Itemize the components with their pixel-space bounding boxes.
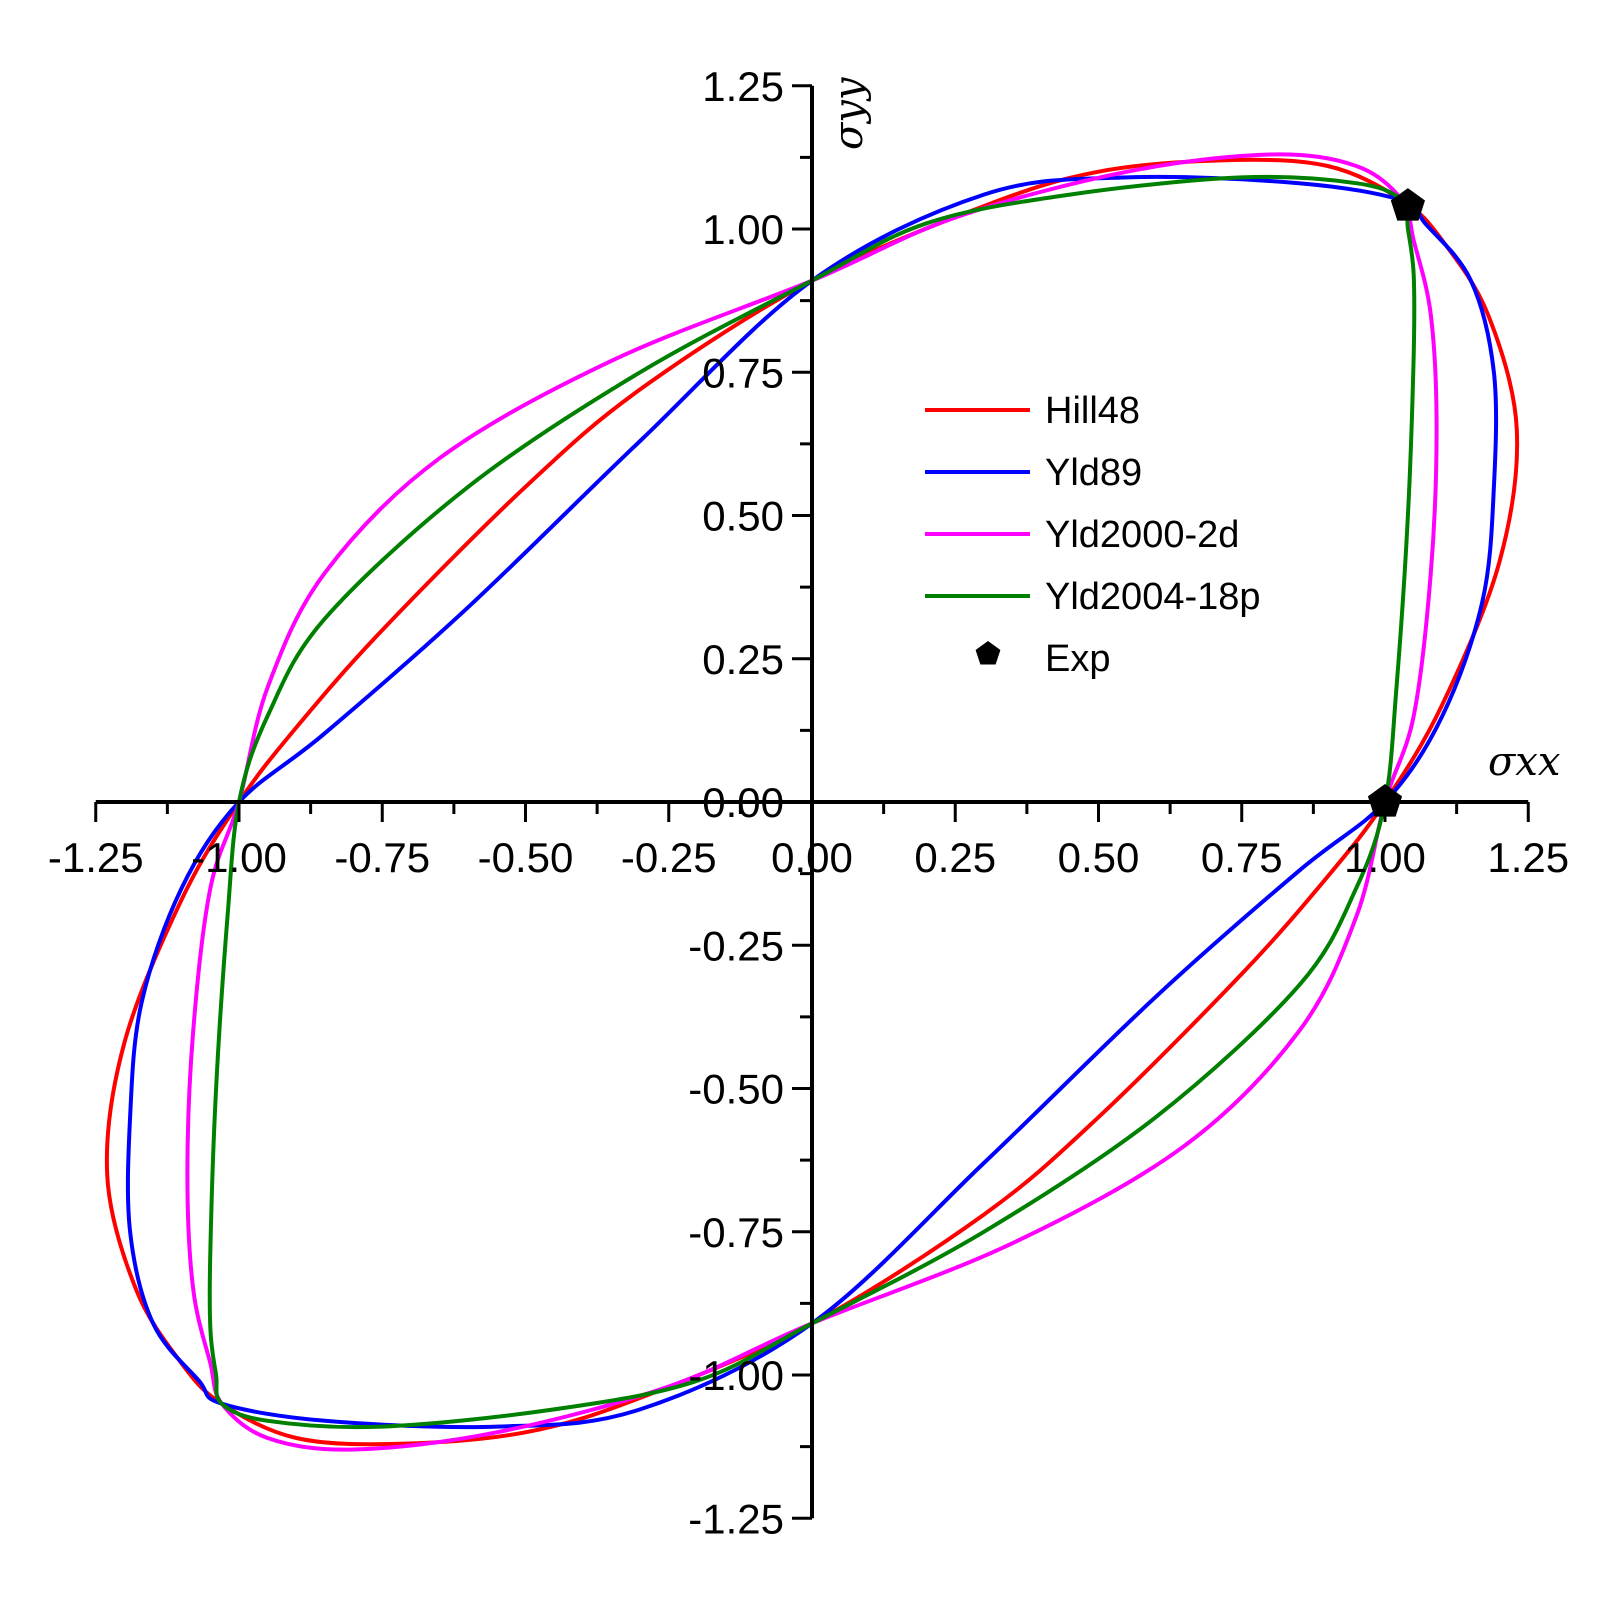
x-tick-label: 0.50 [1058,834,1140,881]
legend: Hill48 Yld89 Yld2000-2d Yld2004-18p Exp [925,390,1261,680]
axes [94,84,1530,1520]
x-tick-label: -0.75 [334,834,430,881]
legend-label: Yld89 [1045,452,1142,494]
y-tick-label: 0.00 [702,779,784,826]
x-tick-label: -0.50 [478,834,574,881]
x-tick-label: -0.25 [621,834,717,881]
x-tick-label: 1.25 [1487,834,1569,881]
x-tick-label: 0.25 [914,834,996,881]
x-tick-label: -1.25 [48,834,144,881]
legend-label: Exp [1045,638,1110,680]
y-tick-label: -0.50 [688,1066,784,1113]
y-tick-label: 0.75 [702,349,784,396]
y-tick-label: -1.00 [688,1352,784,1399]
y-tick-label: 0.50 [702,493,784,540]
x-tick-label: 1.00 [1344,834,1426,881]
legend-label: Hill48 [1045,390,1140,432]
x-tick-label: 0.00 [771,834,853,881]
y-tick-label: -0.75 [688,1209,784,1256]
tick-labels: -1.25 -1.00 -0.75 -0.50 -0.25 0.00 0.25 0.50 0.7… [48,63,1569,1543]
exp-data-point [1367,784,1403,817]
y-axis-title: σyy [826,76,872,150]
legend-marker [975,641,1001,665]
exp-markers [1367,188,1425,817]
legend-label: Yld2004-18p [1045,576,1261,618]
x-tick-label: -1.00 [191,834,287,881]
y-tick-label: -0.25 [688,922,784,969]
y-tick-label: 1.25 [702,63,784,110]
y-tick-label: 0.25 [702,636,784,683]
y-tick-label: -1.25 [688,1495,784,1542]
exp-data-point [1390,188,1425,221]
legend-label: Yld2000-2d [1045,514,1239,556]
x-tick-label: 0.75 [1201,834,1283,881]
x-axis-title: σxx [1488,739,1560,785]
y-tick-label: 1.00 [702,206,784,253]
